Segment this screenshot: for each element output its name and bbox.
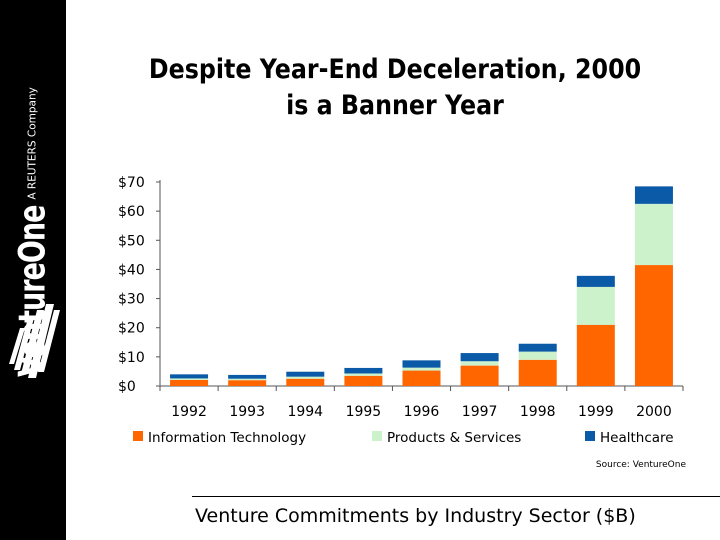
x-tick-label: 1998: [520, 404, 556, 420]
footer-divider: [192, 496, 720, 497]
bar-segment: [344, 367, 383, 374]
y-tick-label: $10: [118, 350, 145, 366]
y-tick-label: $30: [118, 292, 145, 308]
y-tick-label: $60: [118, 204, 145, 220]
brand-sidebar: VentureOne A REUTERS Company: [0, 0, 66, 540]
bar-segment: [228, 374, 267, 379]
title-line-1: Despite Year-End Deceleration, 2000: [148, 54, 642, 85]
bar-segment: [460, 353, 499, 362]
bar-segment: [460, 365, 499, 386]
x-tick-label: 1997: [462, 404, 498, 420]
bar-segment: [634, 203, 673, 266]
bar-segment: [518, 359, 557, 386]
slide-title: Despite Year-End Deceleration, 2000 is a…: [109, 52, 681, 124]
bar-segment: [228, 380, 267, 386]
y-tick-label: $70: [118, 175, 145, 191]
y-tick-label: $0: [118, 379, 136, 395]
legend-swatch: [372, 431, 382, 441]
source-note: Source: VentureOne: [596, 460, 687, 470]
bar-segment: [460, 361, 499, 366]
chart-caption: Venture Commitments by Industry Sector (…: [195, 505, 636, 527]
bar-segment: [286, 371, 325, 377]
legend-label: Healthcare: [600, 430, 674, 446]
bar-segment: [228, 378, 267, 381]
y-tick-label: $50: [118, 233, 145, 249]
bar-segment: [576, 286, 615, 325]
x-tick-label: 1993: [229, 404, 265, 420]
x-tick-label: 1994: [287, 404, 323, 420]
bar-segment: [576, 275, 615, 287]
legend-swatch: [585, 431, 595, 441]
title-line-2: is a Banner Year: [286, 90, 504, 121]
bar-segment: [170, 379, 209, 386]
bar-segment: [634, 186, 673, 204]
bar-segment: [344, 373, 383, 376]
bar-segment: [286, 376, 325, 379]
bar-segment: [518, 343, 557, 352]
bar-segment: [170, 374, 209, 379]
legend-label: Information Technology: [148, 430, 306, 446]
legend-swatch: [133, 431, 143, 441]
y-tick-label: $20: [118, 321, 145, 337]
bar-segment: [634, 265, 673, 386]
legend-label: Products & Services: [387, 430, 521, 446]
x-tick-label: 1995: [346, 404, 382, 420]
logo-stripes-icon: [9, 304, 60, 378]
y-tick-label: $40: [118, 262, 145, 278]
bar-segment: [170, 378, 209, 380]
bar-segment: [576, 324, 615, 386]
bar-segment: [344, 375, 383, 386]
bar-segment: [402, 367, 441, 371]
x-tick-label: 1999: [578, 404, 614, 420]
x-tick-label: 1996: [404, 404, 440, 420]
bar-segment: [402, 370, 441, 386]
bar-segment: [286, 378, 325, 386]
x-tick-label: 1992: [171, 404, 207, 420]
bar-segment: [402, 360, 441, 368]
x-tick-label: 2000: [636, 404, 672, 420]
bar-segment: [518, 351, 557, 360]
